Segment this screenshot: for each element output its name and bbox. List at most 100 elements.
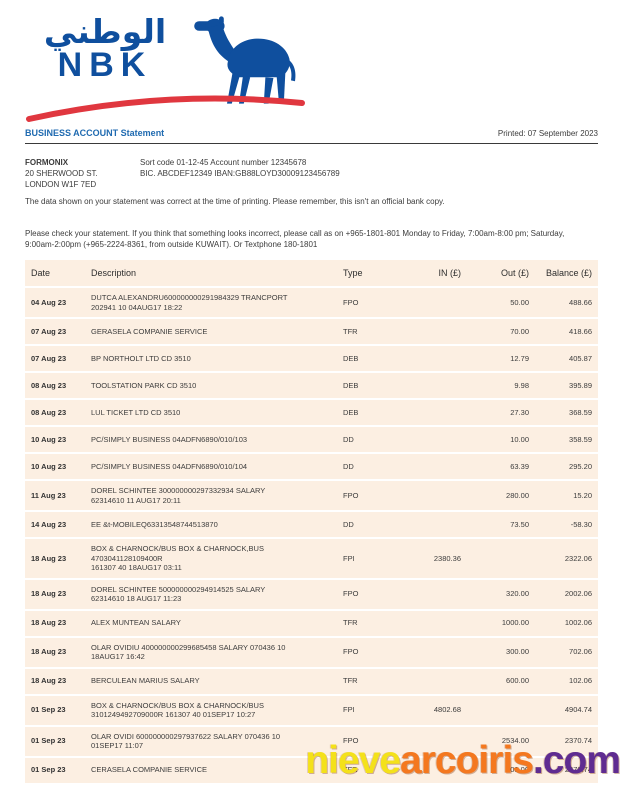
nbk-arabic-wordmark: الوطني (43, 12, 167, 51)
cell-balance: 405.87 (569, 353, 592, 363)
cell-balance: 395.89 (569, 380, 592, 390)
cell-balance: 2370.74 (564, 736, 592, 746)
cell-description: DOREL SCHINTEE 500000000294914525 SALARY… (91, 584, 266, 604)
cell-description: BP NORTHOLT LTD CD 3510 (91, 353, 191, 363)
account-address-block: FORMONIX 20 SHERWOOD ST. LONDON W1F 7ED (25, 157, 140, 190)
cell-balance: 1002.06 (564, 618, 592, 628)
cell-type: FPI (343, 553, 355, 563)
table-row: 10 Aug 23 PC/SIMPLY BUSINESS 04ADFN6890/… (25, 454, 598, 479)
cell-date: 18 Aug 23 (31, 676, 67, 686)
watermark-part2: arcoiris (400, 739, 534, 782)
cell-type: TFR (343, 765, 358, 775)
table-row: 18 Aug 23 DOREL SCHINTEE 500000000294914… (25, 579, 598, 609)
table-row: 01 Sep 23 BOX & CHARNOCK/BUS BOX & CHARN… (25, 695, 598, 725)
header-date: Date (31, 268, 51, 278)
table-row: 01 Sep 23 CERASELA COMPANIE SERVICE TFR … (25, 757, 598, 783)
cell-type: FPI (343, 705, 355, 715)
cell-description: BOX & CHARNOCK/BUS BOX & CHARNOCK,BUS 47… (91, 544, 264, 572)
cell-description: DOREL SCHINTEE 300000000297332934 SALARY… (91, 486, 266, 505)
cell-date: 10 Aug 23 (31, 434, 67, 444)
transactions-table: Date Description Type IN (£) Out (£) Bal… (25, 260, 598, 785)
cell-type: TFR (343, 618, 358, 628)
header-divider (25, 143, 598, 144)
cell-out: 320.00 (506, 589, 529, 599)
table-row: 18 Aug 23 ALEX MUNTEAN SALARY TFR 1000.0… (25, 610, 598, 636)
table-row: 04 Aug 23 DUTCA ALEXANDRU600000000291984… (25, 288, 598, 317)
cell-out: 63.39 (510, 461, 529, 471)
cell-description: PC/SIMPLY BUSINESS 04ADFN6890/010/104 (91, 461, 248, 471)
header-out: Out (£) (500, 268, 529, 278)
watermark-part3: .com (532, 739, 621, 782)
header-type: Type (343, 268, 363, 278)
cell-out: 10.00 (510, 434, 529, 444)
table-row: 14 Aug 23 EE &t-MOBILEQ63313548744513870… (25, 512, 598, 537)
cell-date: 08 Aug 23 (31, 407, 67, 417)
cell-date: 01 Sep 23 (31, 765, 66, 775)
cell-balance: 295.20 (569, 461, 592, 471)
cell-description: OLAR OVIDIU 400000000299685458 SALARY 07… (91, 642, 286, 662)
header-in: IN (£) (438, 268, 462, 278)
nbk-latin-wordmark: NBK (57, 46, 153, 84)
watermark-part1: nieve (305, 739, 401, 782)
accuracy-note: The data shown on your statement was cor… (25, 197, 445, 206)
cell-type: FPO (343, 490, 359, 500)
cell-description: BOX & CHARNOCK/BUS BOX & CHARNOCK/BUS 31… (91, 700, 264, 720)
title-row: BUSINESS ACCOUNT Statement Printed: 07 S… (25, 128, 598, 138)
red-swoosh (26, 95, 305, 122)
cell-balance: 368.59 (569, 407, 592, 417)
account-address-line2: LONDON W1F 7ED (25, 180, 97, 189)
cell-out: 300.00 (506, 647, 529, 657)
table-row: 08 Aug 23 TOOLSTATION PARK CD 3510 DEB 9… (25, 373, 598, 398)
table-row: 07 Aug 23 BP NORTHOLT LTD CD 3510 DEB 12… (25, 346, 598, 371)
table-row: 11 Aug 23 DOREL SCHINTEE 300000000297332… (25, 481, 598, 510)
cell-out: 9.98 (514, 380, 529, 390)
header-balance: Balance (£) (545, 268, 592, 278)
cell-date: 04 Aug 23 (31, 297, 67, 307)
cell-balance: -58.30 (570, 519, 592, 529)
cell-date: 18 Aug 23 (31, 553, 67, 563)
cell-out: 12.79 (510, 353, 529, 363)
cell-type: DD (343, 519, 354, 529)
cell-balance: 4904.74 (564, 705, 592, 715)
account-info: FORMONIX 20 SHERWOOD ST. LONDON W1F 7ED … (25, 157, 598, 190)
header-description: Description (91, 268, 137, 278)
table-row: 07 Aug 23 GERASELA COMPANIE SERVICE TFR … (25, 319, 598, 344)
cell-balance: 15.20 (573, 490, 592, 500)
account-holder-name: FORMONIX (25, 158, 69, 167)
cell-type: FPO (343, 736, 359, 746)
cell-balance: 2322.06 (564, 553, 592, 563)
table-row: 01 Sep 23 OLAR OVIDI 600000000297937622 … (25, 726, 598, 756)
cell-balance: 702.06 (569, 647, 592, 657)
cell-date: 11 Aug 23 (31, 490, 66, 500)
cell-date: 18 Aug 23 (31, 589, 67, 599)
cell-out: 280.00 (506, 490, 529, 500)
printed-date: Printed: 07 September 2023 (497, 129, 598, 138)
cell-description: LUL TICKET LTD CD 3510 (91, 407, 181, 417)
cell-date: 07 Aug 23 (31, 353, 67, 363)
cell-out: 100.00 (506, 765, 529, 775)
cell-date: 10 Aug 23 (31, 461, 67, 471)
cell-balance: 358.59 (569, 434, 592, 444)
table-row: 10 Aug 23 PC/SIMPLY BUSINESS 04ADFN6890/… (25, 427, 598, 452)
cell-date: 01 Sep 23 (31, 705, 66, 715)
cell-type: FPO (343, 647, 359, 657)
cell-description: EE &t-MOBILEQ63313548744513870 (91, 519, 218, 529)
cell-type: DD (343, 461, 354, 471)
cell-type: DEB (343, 380, 359, 390)
cell-in: 2380.36 (433, 553, 461, 563)
cell-balance: 488.66 (569, 297, 592, 307)
nbk-logo: الوطني NBK (25, 12, 307, 122)
table-row: 08 Aug 23 LUL TICKET LTD CD 3510 DEB 27.… (25, 400, 598, 425)
cell-date: 14 Aug 23 (31, 519, 67, 529)
cell-type: DEB (343, 407, 359, 417)
cell-description: TOOLSTATION PARK CD 3510 (91, 380, 197, 390)
cell-description: ALEX MUNTEAN SALARY (91, 618, 181, 628)
camel-icon (194, 16, 296, 104)
cell-out: 600.00 (506, 676, 529, 686)
cell-in: 4802.68 (433, 705, 461, 715)
cell-balance: 2002.06 (564, 589, 592, 599)
cell-out: 50.00 (510, 297, 529, 307)
contact-note: Please check your statement. If you thin… (25, 229, 565, 249)
table-body: 04 Aug 23 DUTCA ALEXANDRU600000000291984… (25, 288, 598, 783)
